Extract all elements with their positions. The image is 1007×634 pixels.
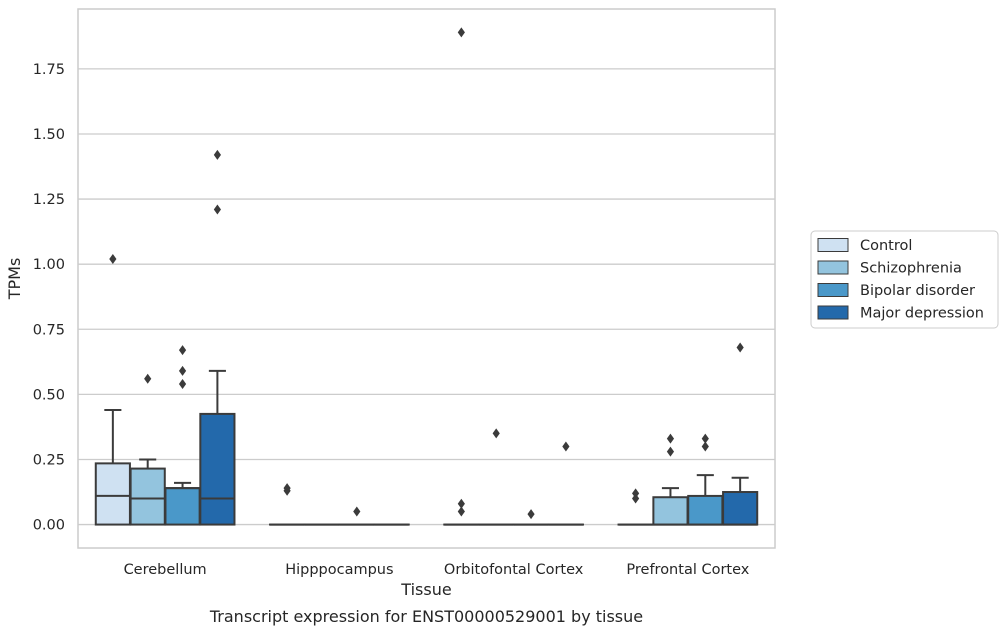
outlier-point [701, 441, 709, 452]
legend-label: Bipolar disorder [860, 283, 975, 299]
outlier-point [213, 149, 221, 160]
legend: Control Schizophrenia Bipolar disorder Majo… [810, 230, 999, 329]
box-body [164, 487, 201, 526]
outlier-point [632, 488, 640, 499]
legend-swatch [817, 238, 849, 252]
outlier-point [283, 483, 291, 494]
x-tick-label: Prefrontal Cortex [626, 562, 749, 578]
legend-swatch [817, 283, 849, 297]
legend-swatch [817, 260, 849, 275]
y-tick-label: 0.00 [33, 518, 65, 534]
outlier-point [213, 204, 221, 215]
outlier-point [632, 493, 640, 504]
box-body [722, 491, 759, 526]
outlier-point [666, 433, 675, 444]
outlier-point [353, 506, 361, 517]
outlier-point [178, 345, 187, 356]
outlier-point [457, 506, 465, 517]
outlier-point [527, 509, 535, 520]
y-tick-labels: 0.00 0.25 0.50 0.75 1.00 1.25 1.50 1.75 [33, 62, 65, 534]
box-body [94, 462, 131, 526]
legend-swatch [817, 305, 849, 320]
outlier-point [144, 373, 152, 384]
outlier-point [562, 441, 570, 452]
plot-area-frame [77, 8, 776, 549]
outlier-point [178, 365, 187, 376]
outlier-point [178, 378, 187, 389]
y-tick-label: 1.75 [33, 62, 65, 78]
outlier-point [666, 446, 675, 457]
outliers [109, 27, 744, 520]
chart-caption: Transcript expression for ENST0000052900… [209, 607, 643, 626]
outlier-point [701, 433, 709, 444]
y-tick-label: 0.50 [33, 387, 65, 403]
legend-label: Major depression [860, 306, 984, 322]
box-body [652, 496, 689, 526]
x-tick-label: Hipppocampus [285, 562, 393, 578]
legend-frame [810, 230, 999, 329]
y-tick-label: 1.50 [33, 127, 65, 143]
y-tick-label: 0.75 [33, 322, 65, 338]
x-tick-label: Orbitofontal Cortex [444, 562, 584, 578]
outlier-point [109, 253, 117, 264]
legend-label: Control [860, 238, 912, 254]
x-axis-label: Tissue [400, 580, 451, 599]
box-body [687, 494, 724, 526]
outlier-point [492, 428, 500, 439]
box-body [199, 412, 236, 526]
outlier-point [457, 27, 465, 38]
legend-label: Schizophrenia [860, 261, 962, 277]
y-axis-label: TPMs [5, 258, 24, 301]
outlier-point [457, 498, 465, 509]
x-tick-label: Cerebellum [124, 562, 207, 578]
outlier-point [736, 342, 744, 353]
boxes [94, 369, 759, 526]
y-tick-label: 0.25 [33, 452, 65, 468]
box-body [129, 467, 166, 526]
y-tick-label: 1.00 [33, 257, 65, 273]
x-tick-labels: Cerebellum Hipppocampus Orbitofontal Corte… [124, 562, 750, 578]
y-tick-label: 1.25 [33, 192, 65, 208]
grid-lines [78, 68, 775, 526]
